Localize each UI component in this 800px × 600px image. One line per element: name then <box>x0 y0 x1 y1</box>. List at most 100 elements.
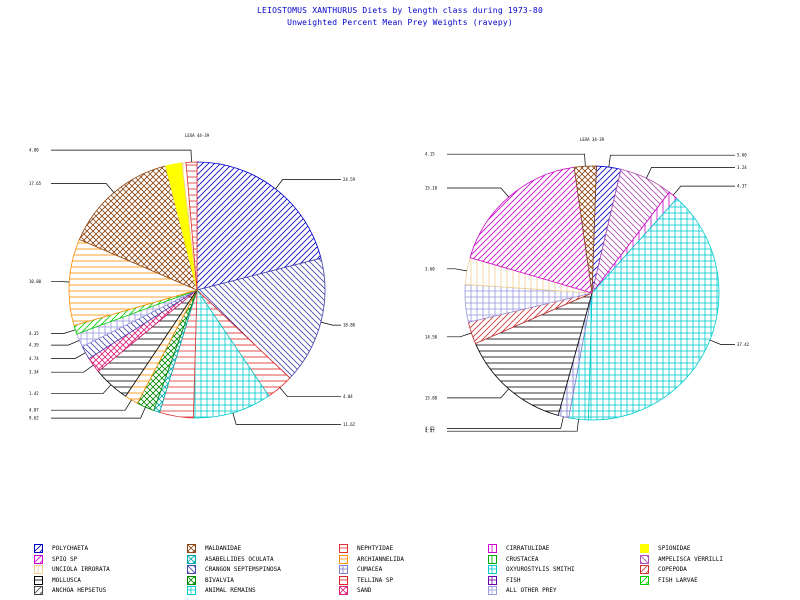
slice-value-label: 37.42 <box>737 342 750 347</box>
slice-leader-line <box>447 332 472 338</box>
legend-swatch <box>187 586 196 595</box>
pie-slice-archiannelida <box>68 238 199 327</box>
slice-leader-line <box>51 407 146 419</box>
slice-leader-line <box>447 268 467 272</box>
legend-item-cumacea: CUMACEA <box>339 565 489 575</box>
legend-item-polychaeta: POLYCHAETA <box>34 544 184 554</box>
slice-leader-line <box>51 364 94 373</box>
legend-label: FISH <box>506 576 521 584</box>
legend-swatch <box>34 565 43 574</box>
legend-swatch <box>640 554 649 564</box>
legend-swatch <box>640 544 649 553</box>
chart-title: LEIOSTOMUS XANTHURUS Diets by length cla… <box>257 6 543 15</box>
slice-leader-line <box>646 167 735 179</box>
slice-value-label: 4.37 <box>737 184 747 189</box>
pie-slice-mollusca <box>474 292 593 416</box>
legend-swatch <box>488 575 497 585</box>
slice-leader-line <box>709 339 735 345</box>
legend-swatch <box>488 586 497 595</box>
slice-value-label: 10.80 <box>29 279 42 284</box>
slice-leader-line <box>447 419 579 432</box>
legend-item-maldanidae: MALDANIDAE <box>187 544 337 554</box>
legend-label: SPIONIDAE <box>658 545 691 552</box>
slice-value-label: 24.59 <box>343 177 356 182</box>
legend-item-nephtyidae: NEPHTYIDAE <box>339 544 489 554</box>
slice-value-label: 4.00 <box>29 148 39 153</box>
pie-chart-left: LEXA 44-39 24.59 18.80 4.04 11.62 9.62 4.07 1.4… <box>29 133 356 427</box>
legend-label: CRANGON SEPTEMSPINOSA <box>205 566 281 573</box>
legend-item-all-other-prey: ALL OTHER PREY <box>488 586 638 596</box>
pie-slice-nephtyidae <box>185 161 198 291</box>
legend-label: MOLLUSCA <box>52 576 81 584</box>
pie-slice-maldanidae <box>78 165 198 291</box>
slice-leader-line <box>279 387 341 398</box>
slice-value-label: 14.50 <box>425 334 438 339</box>
slice-leader-line <box>51 352 86 359</box>
legend-swatch <box>339 554 348 564</box>
slice-leader-line <box>275 179 341 190</box>
legend-item-spio-sp: SPIO SP <box>34 554 184 565</box>
slice-value-label: 1.42 <box>29 391 39 396</box>
slice-value-label: 3.34 <box>29 370 39 375</box>
chart-subtitle: Unweighted Percent Mean Prey Weights (ra… <box>287 18 513 27</box>
slice-leader-line <box>447 187 510 198</box>
legend-swatch <box>339 544 348 553</box>
legend-label: CRUSTACEA <box>506 555 539 563</box>
legend-label: POLYCHAETA <box>52 545 89 552</box>
legend-swatch <box>187 554 196 564</box>
legend-item-crustacea: CRUSTACEA <box>488 554 638 565</box>
legend-label: TELLINA SP <box>357 576 394 584</box>
slice-value-label: 4.47 <box>425 429 435 434</box>
legend-label: MALDANIDAE <box>205 545 242 552</box>
slice-leader-line <box>51 399 132 411</box>
legend-label: CUMACEA <box>357 566 383 573</box>
legend-label: COPEPODA <box>658 566 687 573</box>
slice-value-label: 4.04 <box>343 394 353 399</box>
slice-value-label: 9.62 <box>29 416 39 421</box>
legend-label: OXYUROSTYLIS SMITHI <box>506 566 575 573</box>
legend-label: FISH LARVAE <box>658 576 698 584</box>
slice-value-label: 15.10 <box>425 186 438 191</box>
legend-item-sand: SAND <box>339 586 489 596</box>
legend-item-ampelisca-verrilli: AMPELISCA VERRILLI <box>640 554 790 565</box>
legend-swatch <box>187 565 196 574</box>
slice-leader-line <box>447 388 509 399</box>
legend-swatch <box>339 586 348 595</box>
legend-label: UNCIOLA IRRORATA <box>52 566 110 573</box>
legend-item-animal-remains: ANIMAL REMAINS <box>187 586 337 596</box>
pie-title: LEXA 34-39 <box>580 137 605 142</box>
slice-leader-line <box>672 185 735 196</box>
legend-item-tellina-sp: TELLINA SP <box>339 575 489 586</box>
legend-swatch <box>488 565 497 574</box>
legend-label: ANCHOA HEPSETUS <box>52 587 107 594</box>
legend-label: AMPELISCA VERRILLI <box>658 555 724 563</box>
slice-value-label: 15.80 <box>425 395 438 400</box>
slice-leader-line <box>51 384 112 395</box>
slice-value-label: 4.65 <box>425 426 435 431</box>
slice-value-label: 5.60 <box>737 153 747 158</box>
legend-item-fish-larvae: FISH LARVAE <box>640 575 790 586</box>
legend-item-unciola-irrorata: UNCIOLA IRRORATA <box>34 565 184 575</box>
legend-swatch <box>34 554 43 564</box>
slice-value-label: 4.74 <box>29 356 39 361</box>
legend-item-spionidae: SPIONIDAE <box>640 544 790 554</box>
legend-swatch <box>34 575 43 585</box>
slice-leader-line <box>51 183 115 193</box>
legend-label: ALL OTHER PREY <box>506 587 557 594</box>
slice-value-label: 11.62 <box>343 422 356 427</box>
legend-label: SAND <box>357 587 372 594</box>
legend-swatch <box>640 575 649 585</box>
pie-slice-animal-remains <box>192 288 270 419</box>
legend: POLYCHAETA MALDANIDAE NEPHTYIDAE CIRRATULID… <box>0 544 800 600</box>
pie-chart-right: LEXA 34-39 5.60 3.24 4.37 37.42 4.474.65 15.80… <box>425 137 750 434</box>
legend-item-archiannelida: ARCHIANNELIDA <box>339 554 489 565</box>
legend-item-oxyurostylis-smithi: OXYUROSTYLIS SMITHI <box>488 565 638 575</box>
legend-swatch <box>34 586 43 595</box>
legend-item-asabellides-oculata: ASABELLIDES OCULATA <box>187 554 337 565</box>
slice-value-label: 3.60 <box>425 266 435 271</box>
legend-item-fish: FISH <box>488 575 638 586</box>
slice-value-label: 18.80 <box>343 323 356 328</box>
legend-label: ASABELLIDES OCULATA <box>205 555 274 563</box>
legend-label: BIVALVIA <box>205 576 234 584</box>
